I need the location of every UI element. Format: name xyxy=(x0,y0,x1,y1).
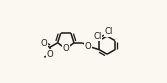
Text: O: O xyxy=(46,50,53,59)
Text: O: O xyxy=(85,42,92,51)
Text: Cl: Cl xyxy=(93,32,102,41)
Text: O: O xyxy=(62,44,69,53)
Text: O: O xyxy=(41,39,47,48)
Text: Cl: Cl xyxy=(105,27,113,37)
